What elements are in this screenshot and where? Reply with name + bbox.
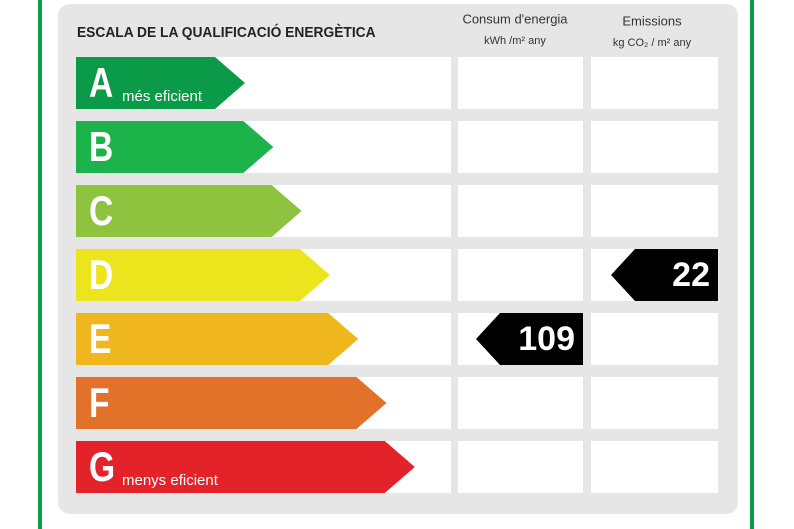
rating-letter: B (89, 125, 113, 171)
cell (591, 121, 718, 173)
frame-left (38, 0, 42, 529)
cell (458, 249, 583, 301)
rating-arrow (76, 249, 330, 301)
column-title: Consum d'energia (462, 11, 568, 26)
frame-right (750, 0, 754, 529)
indicator-value: 22 (672, 256, 710, 294)
title: ESCALA DE LA QUALIFICACIÓ ENERGÈTICA (77, 22, 376, 41)
rating-arrow (76, 121, 274, 173)
cell (458, 377, 583, 429)
cell (591, 313, 718, 365)
rating-arrow (76, 57, 245, 109)
cell (458, 57, 583, 109)
column-title: Emissions (622, 13, 682, 28)
rating-arrow (76, 313, 359, 365)
cell (458, 121, 583, 173)
rating-letter: D (89, 253, 113, 299)
indicator-value: 109 (518, 320, 575, 358)
cell (591, 377, 718, 429)
rating-note: més eficient (122, 88, 203, 105)
rating-note: menys eficient (122, 472, 219, 489)
rating-indicator (611, 249, 718, 301)
rating-indicator (476, 313, 583, 365)
rating-letter: G (89, 445, 115, 491)
cell (458, 441, 583, 493)
cell (591, 185, 718, 237)
rating-arrow (76, 185, 302, 237)
rating-arrow (76, 441, 415, 493)
rating-letter: C (89, 189, 113, 235)
column-unit: kWh /m² any (484, 35, 546, 47)
cell (458, 185, 583, 237)
cell (591, 441, 718, 493)
column-unit: kg CO₂ / m² any (613, 37, 692, 49)
rating-letter: F (89, 381, 110, 427)
rating-letter: E (89, 317, 111, 363)
rating-arrow (76, 377, 387, 429)
cell (591, 57, 718, 109)
rating-letter: A (89, 61, 113, 107)
